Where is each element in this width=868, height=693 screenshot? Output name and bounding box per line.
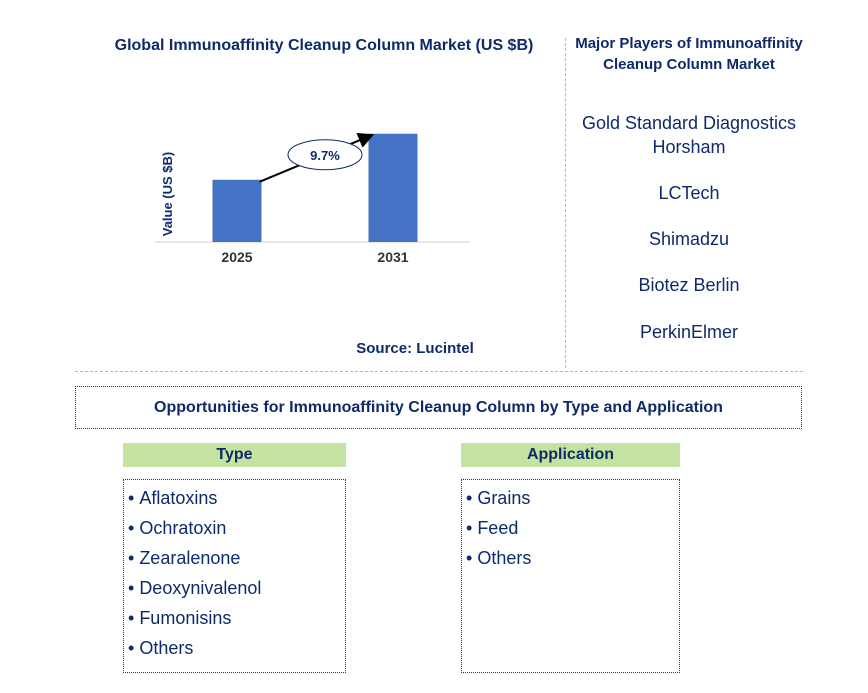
player-item: PerkinElmer [639, 322, 739, 342]
list-item: Others [466, 543, 679, 573]
vertical-divider [565, 38, 566, 368]
cagr-label: 9.7% [310, 148, 340, 163]
chart-title: Global Immunoaffinity Cleanup Column Mar… [114, 37, 534, 54]
y-axis-label: Value (US $B) [160, 152, 175, 237]
list-item: Zearalenone [128, 543, 345, 573]
application-list: Grains Feed Others [461, 479, 680, 673]
source-label: Source: Lucintel [356, 340, 474, 357]
opportunities-title: Opportunities for Immunoaffinity Cleanup… [75, 386, 802, 429]
bar-chart: Value (US $B) 2025 2031 9.7% [155, 132, 470, 265]
player-item: Shimadzu [648, 229, 730, 249]
horizontal-divider [75, 371, 803, 372]
type-header: Type [123, 443, 346, 467]
list-item: Deoxynivalenol [128, 573, 345, 603]
cagr-ellipse [287, 139, 363, 171]
list-item: Others [128, 633, 345, 663]
bar-2025 [212, 179, 262, 242]
players-title: Major Players of Immunoaffinity Cleanup … [575, 35, 803, 73]
list-item: Fumonisins [128, 603, 345, 633]
list-item: Feed [466, 513, 679, 543]
player-item: Gold Standard Diagnostics Horsham [581, 113, 797, 157]
player-item: LCTech [658, 183, 720, 203]
player-item: Biotez Berlin [638, 275, 740, 295]
list-item: Grains [466, 483, 679, 513]
list-item: Ochratoxin [128, 513, 345, 543]
type-list: Aflatoxins Ochratoxin Zearalenone Deoxyn… [123, 479, 346, 673]
list-item: Aflatoxins [128, 483, 345, 513]
x-tick-label: 2031 [377, 249, 408, 265]
x-tick-label: 2025 [221, 249, 252, 265]
bar-2031 [368, 133, 418, 242]
application-header: Application [461, 443, 680, 467]
